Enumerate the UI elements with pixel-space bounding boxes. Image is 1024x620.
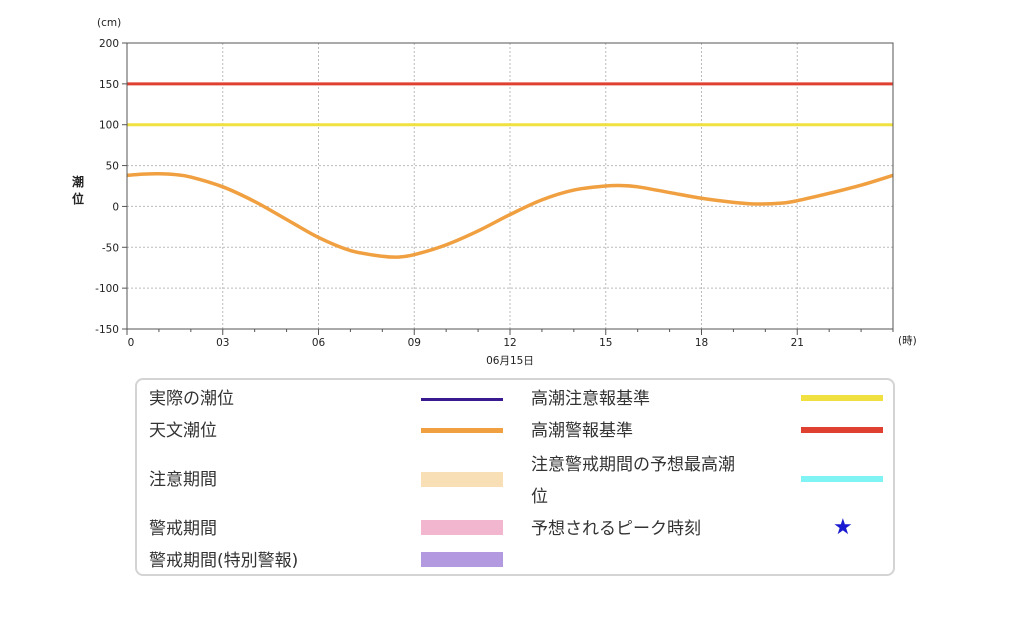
series-astronomical-tide <box>126 171 894 259</box>
x-unit-label: (時) <box>898 335 917 347</box>
y-unit-label: (cm) <box>97 17 121 29</box>
legend-swatch-special-warning-period <box>421 552 503 567</box>
x-tick-label: 21 <box>791 337 804 349</box>
legend-label-predicted-peak-time: 予想されるピーク時刻 <box>531 519 701 539</box>
y-tick-label: 0 <box>112 201 119 213</box>
plot-frame <box>126 42 894 330</box>
legend-label-predicted-max-tide-line1: 注意警戒期間の予想最高潮 <box>531 455 735 475</box>
x-tick-label: 06 <box>312 337 326 349</box>
legend-label-actual-tide: 実際の潮位 <box>149 389 234 409</box>
legend-swatch-actual-tide <box>421 398 503 401</box>
legend-swatch-warning-period <box>421 520 503 535</box>
y-axis-ticks: 200 150 100 50 0 -50 -100 -150 <box>95 38 127 336</box>
y-axis-label-char: 位 <box>72 191 84 206</box>
legend-label-astronomical-tide: 天文潮位 <box>149 421 217 441</box>
x-tick-label: 03 <box>216 337 229 349</box>
y-tick-label: -100 <box>95 283 119 295</box>
y-tick-label: 150 <box>99 79 119 91</box>
x-tick-label: 15 <box>599 337 612 349</box>
legend-label-warning-period: 警戒期間 <box>149 519 217 539</box>
y-tick-label: -150 <box>95 324 119 336</box>
legend-label-storm-surge-advisory: 高潮注意報基準 <box>531 389 650 409</box>
legend-swatch-caution-period <box>421 472 503 487</box>
legend-swatch-astronomical-tide <box>421 428 503 433</box>
series-layer <box>126 82 894 259</box>
legend-label-special-warning-period: 警戒期間(特別警報) <box>149 551 299 571</box>
date-label: 06月15日 <box>486 355 534 367</box>
legend-box: 実際の潮位 天文潮位 注意期間 警戒期間 警戒期間(特別警報) 高潮注意報基準 … <box>135 378 895 576</box>
y-tick-label: 100 <box>99 120 119 132</box>
x-axis-ticks: 0 03 06 09 12 15 18 21 <box>126 329 894 349</box>
x-tick-label: 12 <box>503 337 516 349</box>
y-axis-label-char: 潮 <box>72 174 84 189</box>
legend-swatch-storm-surge-advisory <box>801 395 883 401</box>
y-axis-label: 潮位 <box>72 174 84 206</box>
star-icon: ★ <box>833 515 853 540</box>
legend-label-predicted-max-tide-line2: 位 <box>531 487 548 507</box>
y-tick-label: 200 <box>99 38 119 50</box>
legend-swatch-predicted-max-tide <box>801 476 883 482</box>
x-tick-label: 18 <box>695 337 708 349</box>
x-tick-label: 09 <box>408 337 421 349</box>
y-tick-label: -50 <box>102 242 119 254</box>
legend-label-storm-surge-warning: 高潮警報基準 <box>531 421 633 441</box>
legend-label-caution-period: 注意期間 <box>149 470 217 490</box>
legend-swatch-storm-surge-warning <box>801 427 883 433</box>
x-tick-label: 0 <box>128 337 135 349</box>
grid-lines <box>127 42 893 330</box>
y-tick-label: 50 <box>106 161 119 173</box>
